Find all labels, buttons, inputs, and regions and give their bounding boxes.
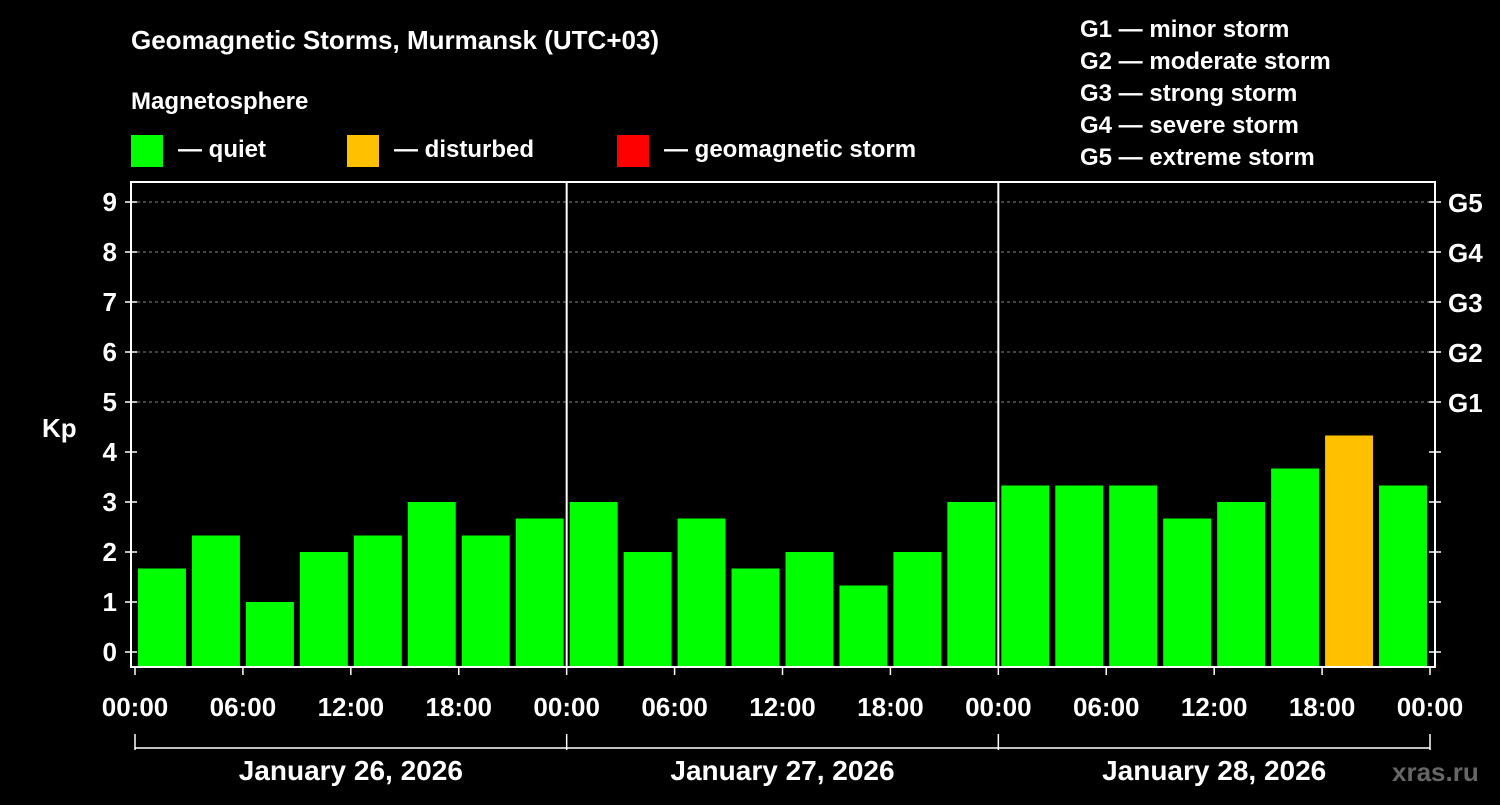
kp-bar: [1163, 518, 1212, 667]
g-scale-label: G1: [1448, 388, 1483, 418]
scale-legend: G1 — minor storm G2 — moderate storm G3 …: [1080, 16, 1331, 171]
kp-bar: [947, 502, 996, 667]
x-tick-label: 12:00: [749, 692, 816, 722]
x-tick-label: 06:00: [1073, 692, 1140, 722]
x-tick-label: 06:00: [641, 692, 708, 722]
kp-bar: [1271, 468, 1320, 667]
legend-label-disturbed: — disturbed: [394, 136, 534, 163]
y-tick-label: 5: [103, 387, 117, 417]
legend-swatch-disturbed: [347, 135, 379, 167]
x-tick-label: 18:00: [1289, 692, 1356, 722]
scale-g3: G3 — strong storm: [1080, 80, 1297, 107]
watermark: xras.ru: [1392, 757, 1479, 787]
y-tick-label: 6: [103, 337, 117, 367]
scale-g4: G4 — severe storm: [1080, 112, 1299, 139]
kp-bar: [1217, 502, 1266, 667]
x-tick-label: 12:00: [318, 692, 385, 722]
day-label: January 26, 2026: [239, 755, 463, 786]
x-tick-label: 00:00: [1397, 692, 1464, 722]
legend: — quiet — disturbed — geomagnetic storm: [131, 135, 916, 167]
kp-bar: [191, 535, 240, 667]
legend-label-storm: — geomagnetic storm: [664, 136, 916, 163]
y-tick-label: 8: [103, 237, 117, 267]
kp-bar: [353, 535, 402, 667]
g-scale-label: G4: [1448, 238, 1483, 268]
legend-swatch-storm: [617, 135, 649, 167]
x-tick-label: 18:00: [857, 692, 924, 722]
legend-heading: Magnetosphere: [131, 88, 308, 115]
kp-bar: [515, 518, 564, 667]
g-scale-label: G3: [1448, 288, 1483, 318]
kp-bar: [138, 568, 186, 667]
kp-bar: [1109, 485, 1158, 667]
x-tick-label: 00:00: [965, 692, 1032, 722]
y-tick-label: 1: [103, 587, 117, 617]
kp-bar: [785, 552, 834, 667]
x-tick-label: 12:00: [1181, 692, 1248, 722]
y-tick-label: 9: [103, 187, 117, 217]
kp-bar: [245, 602, 294, 667]
kp-bar: [731, 568, 780, 667]
g-scale-label: G2: [1448, 338, 1483, 368]
y-tick-label: 2: [103, 537, 117, 567]
kp-bar: [623, 552, 672, 667]
chart-title: Geomagnetic Storms, Murmansk (UTC+03): [131, 25, 659, 55]
kp-bar: [1055, 485, 1104, 667]
kp-bar: [1325, 435, 1374, 667]
y-tick-label: 4: [103, 437, 118, 467]
kp-bar: [299, 552, 348, 667]
legend-label-quiet: — quiet: [178, 136, 266, 163]
day-label: January 28, 2026: [1102, 755, 1326, 786]
kp-bar: [1379, 485, 1427, 667]
scale-g2: G2 — moderate storm: [1080, 48, 1331, 75]
kp-bar: [461, 535, 510, 667]
kp-bar: [839, 585, 888, 667]
legend-swatch-quiet: [131, 135, 163, 167]
kp-bar: [1001, 485, 1050, 667]
x-tick-label: 00:00: [102, 692, 169, 722]
scale-g5: G5 — extreme storm: [1080, 144, 1315, 171]
scale-g1: G1 — minor storm: [1080, 16, 1289, 43]
kp-bar: [893, 552, 942, 667]
day-label: January 27, 2026: [670, 755, 894, 786]
kp-bar: [569, 502, 618, 667]
y-axis-label: Kp: [42, 413, 77, 443]
y-tick-label: 7: [103, 287, 117, 317]
kp-bar: [407, 502, 456, 667]
y-tick-label: 0: [103, 637, 117, 667]
kp-bar: [677, 518, 726, 667]
g-scale-label: G5: [1448, 188, 1483, 218]
x-tick-label: 18:00: [426, 692, 493, 722]
x-tick-label: 06:00: [210, 692, 277, 722]
y-tick-label: 3: [103, 487, 117, 517]
x-tick-label: 00:00: [533, 692, 600, 722]
